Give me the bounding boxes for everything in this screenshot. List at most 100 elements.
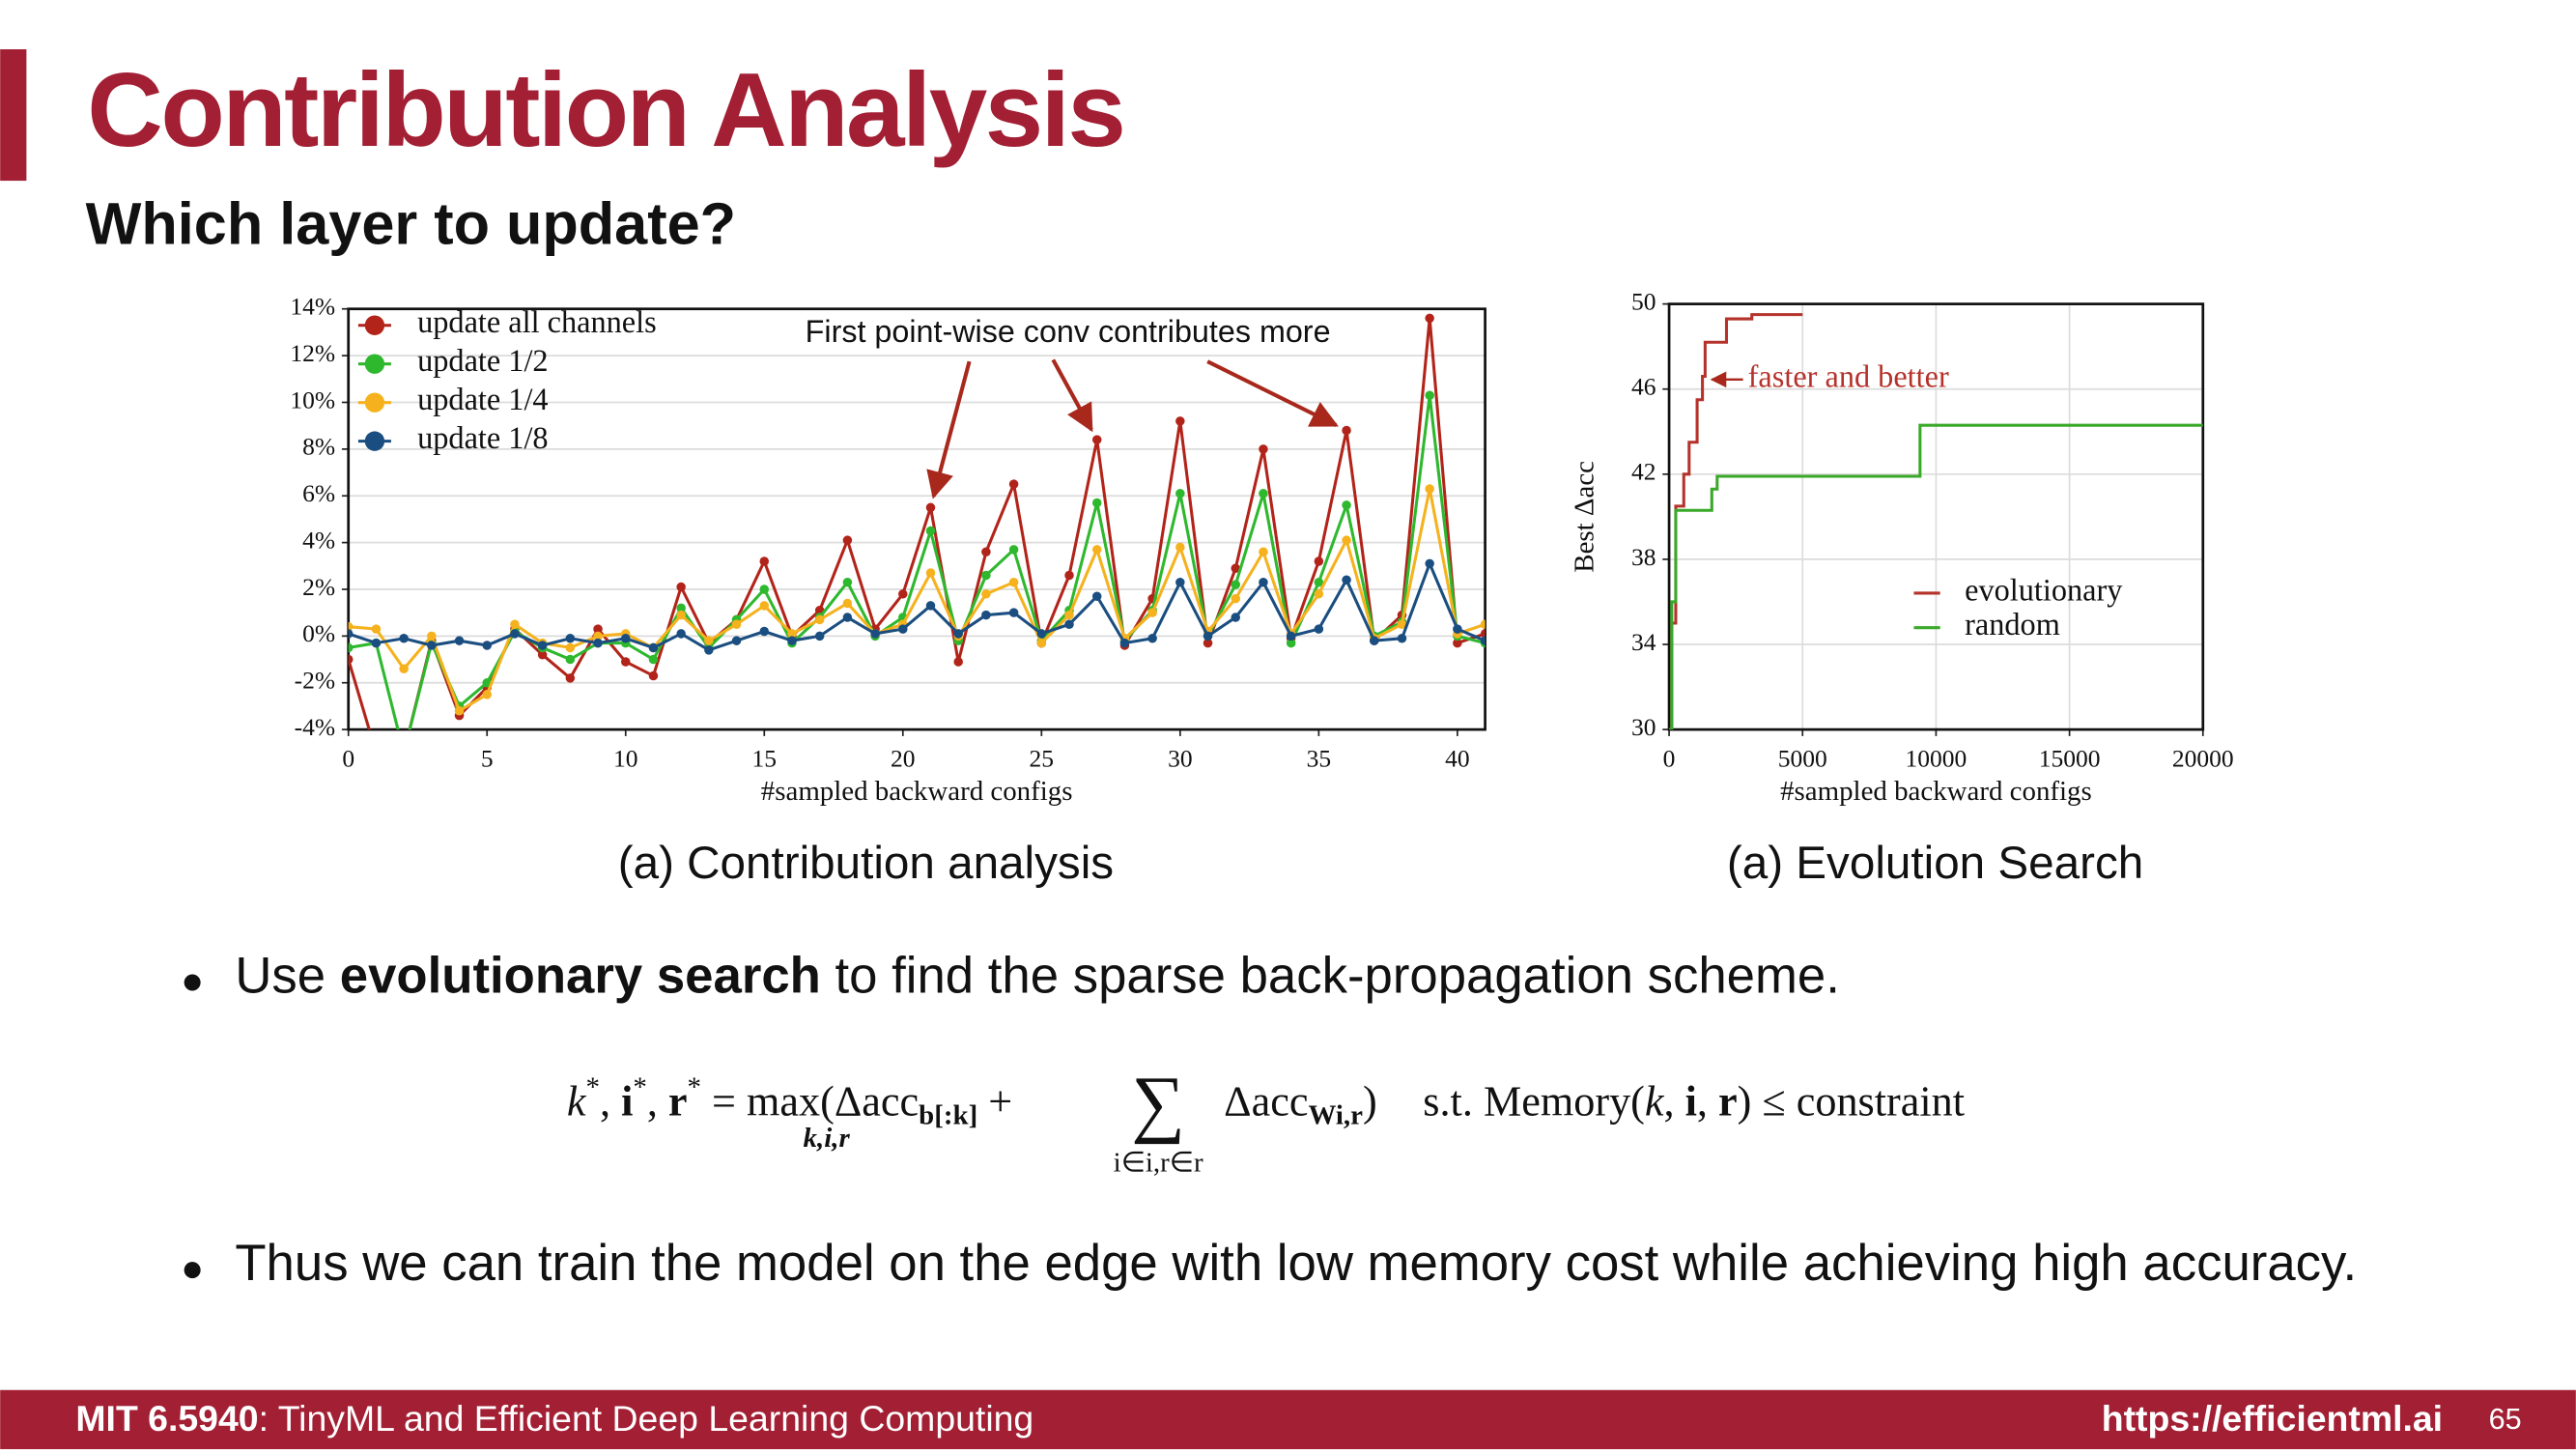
- point: [454, 636, 465, 645]
- point: [925, 526, 936, 536]
- point: [482, 641, 492, 650]
- y-tick-label: 38: [1631, 543, 1656, 571]
- point: [1286, 631, 1296, 641]
- point: [842, 577, 853, 587]
- point: [1342, 425, 1351, 436]
- footer-course-code: MIT 6.5940: [75, 1398, 258, 1439]
- legend-marker: [364, 431, 385, 451]
- point: [1259, 547, 1268, 557]
- point: [1425, 390, 1434, 400]
- formula-part: s.t. Memory(: [1423, 1078, 1645, 1126]
- x-tick-label: 35: [1307, 744, 1332, 772]
- slide-subtitle: Which layer to update?: [86, 191, 736, 257]
- point: [1231, 580, 1241, 589]
- formula-part: *: [688, 1071, 701, 1102]
- formula-part: ,: [647, 1078, 668, 1126]
- point: [593, 624, 603, 634]
- point: [1397, 634, 1407, 643]
- formula-part: i: [621, 1078, 633, 1126]
- point: [510, 629, 520, 639]
- bullet-dot: [184, 974, 201, 991]
- y-tick-label: 30: [1631, 713, 1656, 741]
- point: [1175, 542, 1185, 553]
- slide-title: Contribution Analysis: [87, 51, 1123, 169]
- point: [1036, 638, 1047, 648]
- x-tick-label: 5000: [1778, 744, 1827, 772]
- point: [1036, 629, 1047, 639]
- point: [565, 634, 576, 643]
- y-tick-label: 12%: [290, 339, 335, 367]
- point: [1342, 575, 1351, 585]
- point: [1064, 570, 1074, 581]
- bullet-text: Use: [235, 948, 339, 1005]
- point: [676, 629, 686, 639]
- point: [953, 657, 963, 667]
- point: [1425, 484, 1434, 494]
- point: [1286, 638, 1296, 648]
- point: [1314, 556, 1324, 566]
- point: [898, 624, 908, 634]
- bullet: Thus we can train the model on the edge …: [235, 1235, 2357, 1292]
- legend-label: update 1/4: [417, 382, 548, 416]
- formula-part: =: [701, 1078, 747, 1126]
- point: [510, 619, 520, 630]
- formula-part: ) ≤ constraint: [1738, 1078, 1966, 1126]
- formula-part: k: [567, 1078, 587, 1126]
- point: [842, 613, 853, 622]
- formula-part: i: [1685, 1078, 1697, 1126]
- formula-part: k: [1645, 1078, 1665, 1126]
- point: [787, 629, 797, 639]
- y-tick-label: -4%: [295, 713, 335, 741]
- y-tick-label: 0%: [302, 619, 335, 647]
- point: [676, 603, 686, 613]
- series-line: [348, 559, 1486, 652]
- point: [814, 614, 825, 625]
- point: [1203, 631, 1213, 641]
- point: [1008, 545, 1019, 555]
- point: [676, 610, 686, 620]
- x-tick-label: 10: [613, 744, 638, 772]
- y-tick-label: 50: [1631, 287, 1656, 315]
- point: [1231, 593, 1241, 604]
- point: [565, 642, 576, 653]
- formula-part: ∑: [1131, 1061, 1185, 1145]
- y-tick-label: 2%: [302, 573, 335, 601]
- point: [565, 673, 576, 683]
- y-tick-label: 8%: [302, 433, 335, 461]
- bullet: Use evolutionary search to find the spar…: [235, 948, 1840, 1005]
- point: [925, 601, 936, 611]
- caption: (a) Contribution analysis: [618, 838, 1114, 889]
- plot-frame: [347, 307, 1486, 731]
- legend-label: evolutionary: [1965, 572, 2123, 607]
- y-tick-label: 4%: [302, 526, 335, 554]
- formula-part: +: [977, 1078, 1012, 1126]
- y-tick-label: 42: [1631, 458, 1656, 486]
- x-axis-label: #sampled backward configs: [1780, 776, 2092, 807]
- point: [1480, 619, 1486, 630]
- footer-url[interactable]: https://efficientml.ai: [2102, 1398, 2443, 1439]
- x-tick-label: 0: [342, 744, 354, 772]
- point: [925, 568, 936, 578]
- x-axis-label: #sampled backward configs: [761, 776, 1073, 807]
- point: [1314, 577, 1324, 587]
- point: [842, 598, 853, 609]
- point: [953, 629, 963, 639]
- formula-part: r: [1718, 1078, 1738, 1126]
- point: [1453, 624, 1462, 634]
- bullet-dot: [184, 1262, 201, 1279]
- point: [399, 749, 409, 758]
- point: [731, 619, 742, 630]
- x-tick-label: 10000: [1906, 744, 1967, 772]
- series-line: [1669, 313, 1803, 730]
- point: [593, 638, 603, 648]
- point: [676, 582, 686, 592]
- x-tick-label: 15000: [2039, 744, 2101, 772]
- point: [348, 654, 354, 665]
- formula-part: ,: [1664, 1078, 1685, 1126]
- point: [537, 649, 548, 660]
- y-tick-label: 6%: [302, 479, 335, 507]
- legend-marker: [364, 315, 385, 335]
- point: [1259, 577, 1268, 587]
- formula-part: ,: [1697, 1078, 1718, 1126]
